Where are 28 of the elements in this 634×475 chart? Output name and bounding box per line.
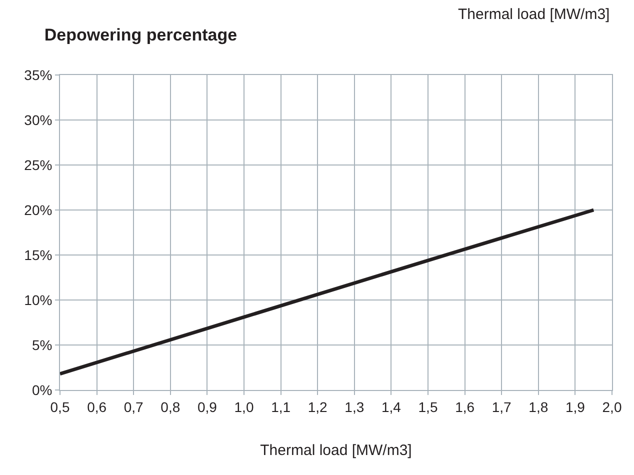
x-tick-label: 1,5 [418, 398, 438, 415]
y-tick-label: 25% [24, 156, 52, 173]
y-tick-label: 35% [24, 66, 52, 83]
x-tick-label: 1,2 [308, 398, 328, 415]
x-tick-label: 1,3 [344, 398, 364, 415]
x-tick-label: 1,8 [528, 398, 548, 415]
chart-title: Depowering percentage [44, 25, 238, 44]
x-tick-label: 1,7 [492, 398, 512, 415]
x-tick-label: 2,0 [602, 398, 622, 415]
x-tick-label: 0,8 [160, 398, 180, 415]
line-series [60, 208, 596, 376]
x-tick-label: 1,9 [565, 398, 586, 415]
text: Thermal load [MW/m3] [458, 6, 610, 23]
y-tick-label: 0% [32, 382, 52, 398]
y-tick-label: 15% [24, 246, 52, 263]
x-tick-label: 1,0 [234, 398, 254, 415]
y-tick-label: 10% [24, 292, 52, 308]
x-tick-label: 0,9 [197, 398, 218, 415]
x-tick-label: 0,5 [50, 398, 70, 415]
y-tick-label: 20% [24, 202, 52, 218]
x-tick-label: 1,6 [455, 398, 475, 415]
x-tick-label: 1,4 [381, 398, 402, 415]
x-axis-title: Thermal load [MW/m3] [260, 442, 412, 459]
y-tick-label: 30% [24, 112, 52, 128]
y-tick-label: 5% [32, 336, 52, 353]
x-tick-label: 0,6 [87, 398, 107, 415]
x-tick-label: 0,7 [124, 398, 144, 415]
x-tick-label: 1,1 [271, 398, 291, 415]
